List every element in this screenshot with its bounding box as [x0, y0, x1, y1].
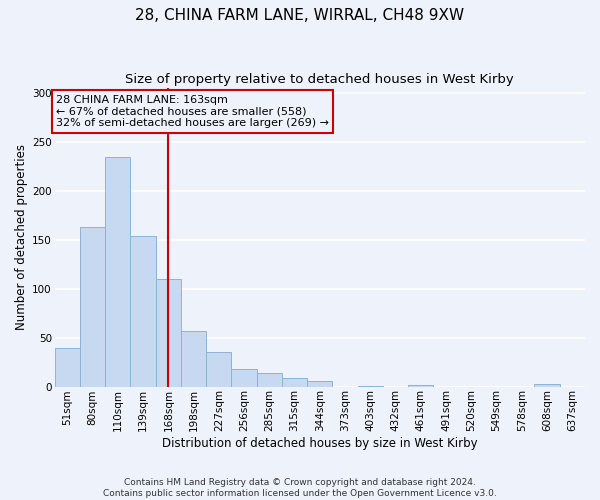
X-axis label: Distribution of detached houses by size in West Kirby: Distribution of detached houses by size …	[162, 437, 478, 450]
Bar	[232, 369, 257, 386]
Bar	[80, 227, 105, 386]
Bar	[535, 384, 560, 386]
Bar	[130, 236, 156, 386]
Bar	[55, 348, 80, 387]
Text: 28 CHINA FARM LANE: 163sqm
← 67% of detached houses are smaller (558)
32% of sem: 28 CHINA FARM LANE: 163sqm ← 67% of deta…	[56, 95, 329, 128]
Bar	[156, 279, 181, 386]
Bar	[408, 384, 433, 386]
Bar	[282, 378, 307, 386]
Bar	[307, 380, 332, 386]
Bar	[257, 373, 282, 386]
Text: 28, CHINA FARM LANE, WIRRAL, CH48 9XW: 28, CHINA FARM LANE, WIRRAL, CH48 9XW	[136, 8, 464, 22]
Y-axis label: Number of detached properties: Number of detached properties	[15, 144, 28, 330]
Text: Contains HM Land Registry data © Crown copyright and database right 2024.
Contai: Contains HM Land Registry data © Crown c…	[103, 478, 497, 498]
Bar	[206, 352, 232, 386]
Title: Size of property relative to detached houses in West Kirby: Size of property relative to detached ho…	[125, 72, 514, 86]
Bar	[105, 156, 130, 386]
Bar	[181, 331, 206, 386]
